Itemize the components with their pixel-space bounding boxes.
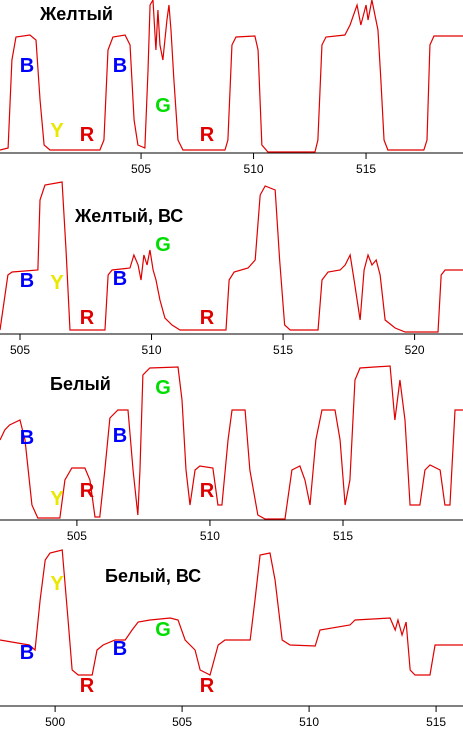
x-tick-label: 515	[273, 343, 293, 357]
color-label: B	[20, 55, 34, 77]
color-label: B	[20, 427, 34, 449]
color-label: B	[113, 268, 127, 290]
color-label: G	[155, 234, 171, 256]
color-label: B	[20, 270, 34, 292]
x-tick-label: 515	[333, 529, 353, 543]
color-label: R	[80, 480, 95, 502]
color-label: R	[200, 307, 215, 329]
signal-line	[0, 181, 463, 333]
color-label: B	[113, 638, 127, 660]
x-tick-label: 510	[244, 162, 264, 176]
x-tick-label: 510	[200, 529, 220, 543]
panel-title: Белый, ВС	[105, 566, 201, 586]
color-label: B	[113, 55, 127, 77]
x-tick-label: 520	[405, 343, 425, 357]
color-label: R	[80, 124, 95, 146]
x-tick-label: 515	[356, 162, 376, 176]
x-tick-label: 510	[142, 343, 162, 357]
color-label: G	[155, 619, 171, 641]
signal-line	[0, 549, 463, 676]
color-label: G	[155, 95, 171, 117]
panel-title: Желтый, ВС	[74, 206, 183, 226]
x-tick-label: 505	[172, 715, 192, 729]
color-label: Y	[50, 488, 64, 510]
color-label: R	[200, 124, 215, 146]
x-tick-label: 505	[67, 529, 87, 543]
signal-line	[0, 365, 463, 520]
x-tick-label: 505	[131, 162, 151, 176]
x-tick-label: 515	[426, 715, 446, 729]
color-label: B	[20, 642, 34, 664]
signal-line	[0, 0, 463, 153]
color-label: Y	[50, 120, 64, 142]
color-label: R	[200, 480, 215, 502]
color-label: Y	[50, 272, 64, 294]
color-label: R	[200, 675, 215, 697]
color-label: B	[113, 425, 127, 447]
color-label: R	[80, 675, 95, 697]
color-label: G	[155, 377, 171, 399]
x-tick-label: 500	[45, 715, 65, 729]
x-tick-label: 510	[299, 715, 319, 729]
panel-title: Белый	[50, 374, 111, 394]
color-label: R	[80, 307, 95, 329]
x-tick-label: 505	[10, 343, 30, 357]
color-label: Y	[50, 573, 64, 595]
panel-title: Желтый	[39, 4, 113, 24]
